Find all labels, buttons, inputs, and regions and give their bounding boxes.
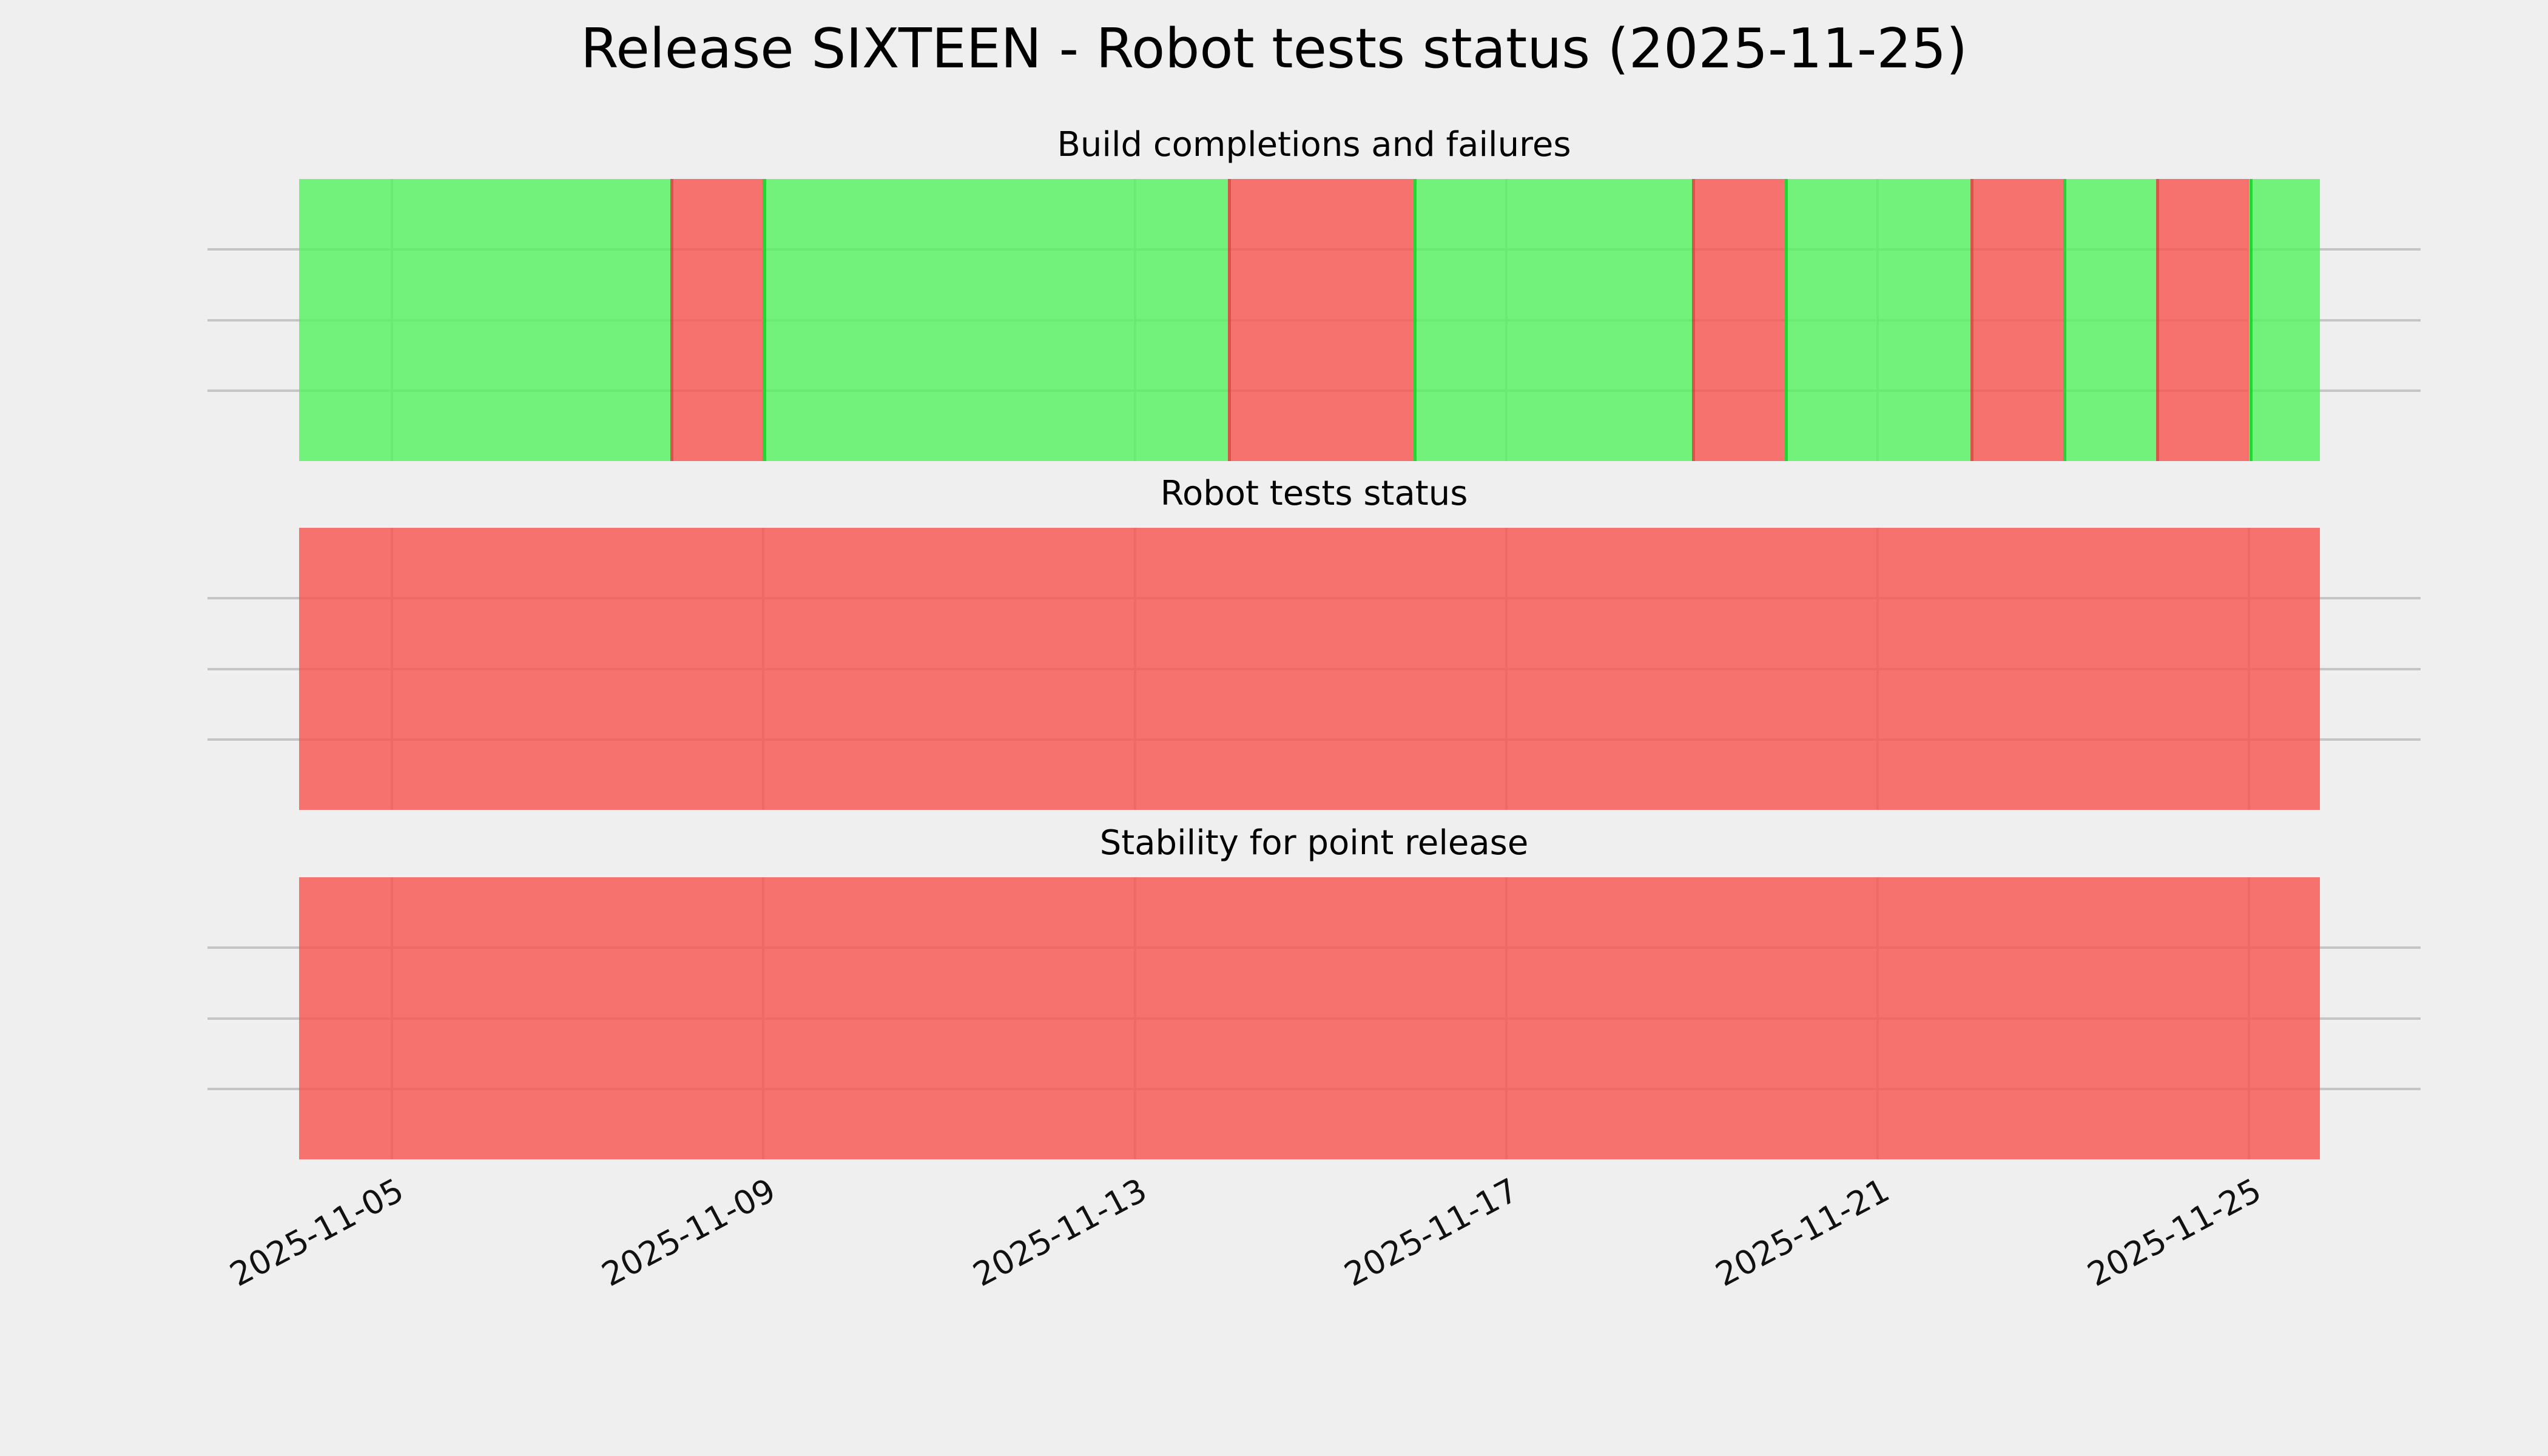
x-tick-label: 2025-11-17 [1338,1171,1525,1294]
x-tick-label: 2025-11-05 [223,1171,410,1294]
status-run-pass [299,179,671,461]
status-run-fail [299,528,2320,810]
status-run-fail [670,179,764,461]
x-tick-label: 2025-11-13 [966,1171,1153,1294]
status-run-fail [1970,179,2064,461]
panel-title-robot-tests: Robot tests status [1160,474,1468,513]
status-run-pass [2249,179,2320,461]
panel-plot-stability [207,877,2421,1159]
panel-title-stability: Stability for point release [1099,823,1529,863]
status-run-fail [299,877,2320,1159]
panel-plot-robot-tests [207,528,2421,810]
figure-title: Release SIXTEEN - Robot tests status (20… [580,17,1968,81]
status-run-fail [2156,179,2250,461]
status-run-pass [1785,179,1971,461]
status-run-fail [1692,179,1785,461]
status-run-pass [1413,179,1692,461]
x-tick-label: 2025-11-25 [2081,1171,2268,1294]
x-tick-label: 2025-11-09 [595,1171,781,1294]
status-run-pass [2063,179,2157,461]
panel-plot-build-completions [207,179,2421,461]
status-run-pass [763,179,1228,461]
panel-title-build-completions: Build completions and failures [1057,125,1571,164]
status-run-fail [1227,179,1414,461]
x-tick-label: 2025-11-21 [1710,1171,1896,1294]
